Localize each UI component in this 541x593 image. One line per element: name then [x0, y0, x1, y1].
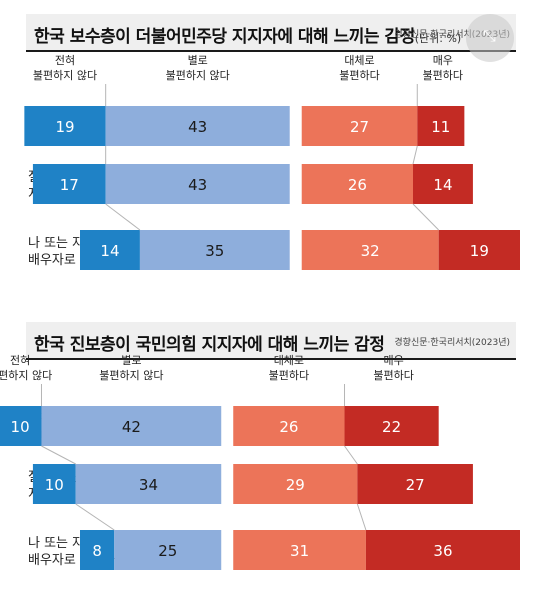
- legend-label: 별로 불편하지 않다: [99, 354, 163, 382]
- bar-segment: [105, 106, 290, 146]
- connector-line: [412, 145, 418, 165]
- bar-segment: [114, 530, 222, 570]
- data-label: 10: [45, 476, 64, 494]
- connector-line: [356, 503, 367, 531]
- bar-segment: [365, 530, 520, 570]
- data-label: 19: [470, 242, 489, 260]
- bar-segment: [301, 106, 418, 146]
- legend-label: 대체로 불편하다: [269, 354, 309, 382]
- bar-segment: [301, 164, 413, 204]
- bar-segment: [413, 164, 473, 204]
- chart-source: 경향신문·한국리서치(2023년): [394, 338, 510, 348]
- expand-button[interactable]: ⤡: [466, 14, 514, 62]
- data-label: 32: [361, 242, 380, 260]
- bar-segment: [32, 464, 76, 504]
- data-label: 27: [406, 476, 425, 494]
- data-label: 27: [350, 118, 369, 136]
- bar-segment: [301, 230, 439, 270]
- data-label: 26: [279, 418, 298, 436]
- bar-segment: [344, 406, 439, 446]
- bar-segment: [139, 230, 290, 270]
- panel-header: 한국 보수층이 더불어민주당 지지자에 대해 느끼는 감정(단위: %) 경향신…: [26, 14, 516, 52]
- bar-segment: [233, 406, 345, 446]
- data-label: 22: [382, 418, 401, 436]
- bar-segment: [32, 164, 106, 204]
- data-label: 42: [122, 418, 141, 436]
- data-label: 17: [60, 176, 79, 194]
- legend-label: 매우 불편하다: [373, 354, 413, 382]
- panel-header: 한국 진보층이 국민의힘 지지자에 대해 느끼는 감정 경향신문·한국리서치(2…: [26, 322, 516, 360]
- connector-line: [41, 445, 76, 465]
- bar-segment: [80, 530, 115, 570]
- connector-line: [412, 203, 440, 231]
- bar-segment: [105, 164, 290, 204]
- bar-segment: [233, 530, 366, 570]
- data-label: 14: [433, 176, 452, 194]
- data-label: 14: [100, 242, 119, 260]
- data-label: 19: [55, 118, 74, 136]
- chart-title: 한국 보수층이 더불어민주당 지지자에 대해 느끼는 감정(단위: %): [34, 22, 461, 47]
- bar-segment: [438, 230, 520, 270]
- bar-segment: [80, 230, 140, 270]
- data-label: 10: [11, 418, 30, 436]
- chart-title-text: 한국 보수층이 더불어민주당 지지자에 대해 느끼는 감정: [34, 27, 415, 47]
- data-label: 35: [205, 242, 224, 260]
- data-label: 31: [290, 542, 309, 560]
- data-label: 11: [431, 118, 450, 136]
- data-label: 36: [433, 542, 452, 560]
- data-label: 25: [158, 542, 177, 560]
- connector-line: [75, 503, 115, 531]
- chart-title: 한국 진보층이 국민의힘 지지자에 대해 느끼는 감정: [34, 335, 385, 355]
- bar-segment: [24, 106, 106, 146]
- chart-unit: (단위: %): [414, 32, 462, 45]
- data-label: 43: [188, 176, 207, 194]
- legend-label: 별로 불편하지 않다: [166, 54, 230, 82]
- bar-segment: [0, 406, 42, 446]
- data-label: 43: [188, 118, 207, 136]
- bar-segment: [41, 406, 222, 446]
- bar-segment: [417, 106, 465, 146]
- connector-line: [105, 203, 141, 231]
- data-label: 29: [286, 476, 305, 494]
- data-label: 8: [92, 542, 102, 560]
- chart-source: 경향신문·한국리서치(2023년): [394, 30, 510, 40]
- bar-segment: [75, 464, 222, 504]
- expand-arrows-icon: ⤡: [483, 26, 496, 45]
- bar-segment: [357, 464, 473, 504]
- legend-label: 대체로 불편하다: [339, 54, 379, 82]
- data-label: 34: [139, 476, 158, 494]
- data-label: 26: [348, 176, 367, 194]
- connector-line: [344, 445, 358, 465]
- bar-segment: [233, 464, 358, 504]
- legend-label: 매우 불편하다: [423, 54, 463, 82]
